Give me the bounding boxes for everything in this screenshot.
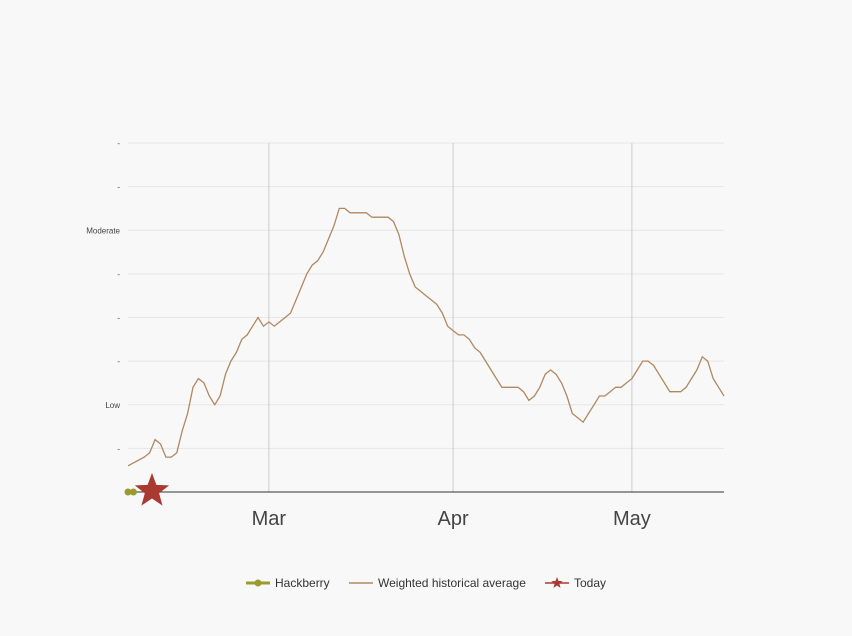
grid [128,142,724,492]
y-tick-label: Moderate [86,226,120,235]
y-tick-label: - [117,183,120,192]
legend[interactable]: Hackberry Weighted historical average Toda… [246,576,606,590]
y-tick-label: - [117,357,120,366]
legend-label: Hackberry [275,576,330,590]
legend-item[interactable]: Today [545,576,606,590]
x-tick-label: Apr [438,508,469,530]
legend-item[interactable]: Hackberry [246,576,330,590]
data-point-hackberry[interactable] [124,488,132,496]
x-tick-label: Mar [252,508,287,530]
legend-marker-hackberry [254,579,262,587]
legend-label: Today [574,576,606,590]
y-tick-label: - [117,444,120,453]
x-axis: Mar Apr May [128,491,724,530]
data-point-today[interactable] [134,473,170,506]
y-tick-label: - [117,139,120,148]
data-point-hackberry[interactable] [129,488,137,496]
series [124,207,725,506]
y-tick-label: - [117,270,120,279]
y-tick-label: Low [105,401,120,410]
y-axis: - Low - - - Moderate - - [86,139,120,453]
x-tick-label: May [613,508,651,530]
legend-marker-today [551,577,563,588]
legend-label: Weighted historical average [378,576,526,590]
legend-item[interactable]: Weighted historical average [349,576,526,590]
y-tick-label: - [117,314,120,323]
series-line-weighted-historical-average [127,207,725,467]
